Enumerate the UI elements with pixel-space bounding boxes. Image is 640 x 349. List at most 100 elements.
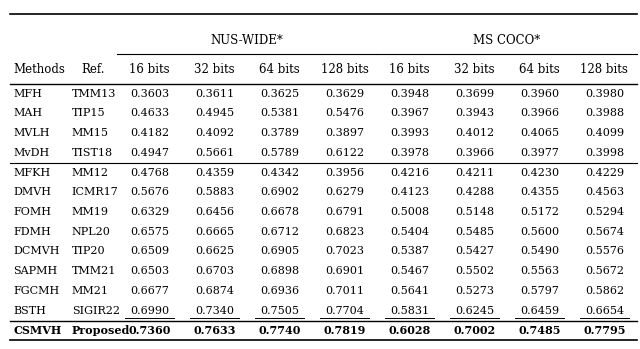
Text: 0.6329: 0.6329 bbox=[130, 207, 169, 217]
Text: 0.3998: 0.3998 bbox=[585, 148, 624, 158]
Text: 0.6901: 0.6901 bbox=[325, 266, 364, 276]
Text: 0.5674: 0.5674 bbox=[585, 227, 624, 237]
Text: 0.5294: 0.5294 bbox=[585, 207, 624, 217]
Text: 0.3960: 0.3960 bbox=[520, 89, 559, 99]
Text: 0.6678: 0.6678 bbox=[260, 207, 299, 217]
Text: 0.5404: 0.5404 bbox=[390, 227, 429, 237]
Text: 0.3699: 0.3699 bbox=[455, 89, 494, 99]
Text: MAH: MAH bbox=[13, 108, 43, 118]
Text: MVLH: MVLH bbox=[13, 128, 50, 138]
Text: 0.4288: 0.4288 bbox=[455, 187, 494, 197]
Text: 0.5672: 0.5672 bbox=[585, 266, 624, 276]
Text: 0.6703: 0.6703 bbox=[195, 266, 234, 276]
Text: 64 bits: 64 bits bbox=[519, 63, 560, 76]
Text: 0.3948: 0.3948 bbox=[390, 89, 429, 99]
Text: 0.7360: 0.7360 bbox=[129, 325, 171, 336]
Text: 0.5172: 0.5172 bbox=[520, 207, 559, 217]
Text: 0.7704: 0.7704 bbox=[325, 306, 364, 316]
Text: 0.4123: 0.4123 bbox=[390, 187, 429, 197]
Text: 0.6905: 0.6905 bbox=[260, 246, 299, 257]
Text: 0.7505: 0.7505 bbox=[260, 306, 299, 316]
Text: 0.5661: 0.5661 bbox=[195, 148, 234, 158]
Text: FGCMH: FGCMH bbox=[13, 286, 60, 296]
Text: 0.7485: 0.7485 bbox=[518, 325, 561, 336]
Text: 0.6902: 0.6902 bbox=[260, 187, 299, 197]
Text: 0.3625: 0.3625 bbox=[260, 89, 299, 99]
Text: 32 bits: 32 bits bbox=[195, 63, 235, 76]
Text: 0.5641: 0.5641 bbox=[390, 286, 429, 296]
Text: FOMH: FOMH bbox=[13, 207, 51, 217]
Text: 0.4012: 0.4012 bbox=[455, 128, 494, 138]
Text: 0.4216: 0.4216 bbox=[390, 168, 429, 178]
Text: MFH: MFH bbox=[13, 89, 42, 99]
Text: FDMH: FDMH bbox=[13, 227, 51, 237]
Text: 0.5008: 0.5008 bbox=[390, 207, 429, 217]
Text: 0.3978: 0.3978 bbox=[390, 148, 429, 158]
Text: 64 bits: 64 bits bbox=[259, 63, 300, 76]
Text: 0.5427: 0.5427 bbox=[455, 246, 494, 257]
Text: 0.4065: 0.4065 bbox=[520, 128, 559, 138]
Text: 0.5476: 0.5476 bbox=[325, 108, 364, 118]
Text: 0.7023: 0.7023 bbox=[325, 246, 364, 257]
Text: 0.6898: 0.6898 bbox=[260, 266, 299, 276]
Text: 0.3956: 0.3956 bbox=[325, 168, 364, 178]
Text: 0.7819: 0.7819 bbox=[323, 325, 365, 336]
Text: 0.5148: 0.5148 bbox=[455, 207, 494, 217]
Text: 0.3977: 0.3977 bbox=[520, 148, 559, 158]
Text: 0.5502: 0.5502 bbox=[455, 266, 494, 276]
Text: 0.3988: 0.3988 bbox=[585, 108, 624, 118]
Text: DMVH: DMVH bbox=[13, 187, 51, 197]
Text: CSMVH: CSMVH bbox=[13, 325, 61, 336]
Text: 0.6575: 0.6575 bbox=[130, 227, 169, 237]
Text: 0.6459: 0.6459 bbox=[520, 306, 559, 316]
Text: 0.3967: 0.3967 bbox=[390, 108, 429, 118]
Text: 0.5387: 0.5387 bbox=[390, 246, 429, 257]
Text: 0.5563: 0.5563 bbox=[520, 266, 559, 276]
Text: 0.4182: 0.4182 bbox=[130, 128, 169, 138]
Text: 0.3897: 0.3897 bbox=[325, 128, 364, 138]
Text: MM15: MM15 bbox=[72, 128, 109, 138]
Text: 0.6990: 0.6990 bbox=[130, 306, 169, 316]
Text: 0.3603: 0.3603 bbox=[130, 89, 169, 99]
Text: 0.4355: 0.4355 bbox=[520, 187, 559, 197]
Text: 0.6823: 0.6823 bbox=[325, 227, 364, 237]
Text: NUS-WIDE*: NUS-WIDE* bbox=[211, 34, 284, 47]
Text: 0.5273: 0.5273 bbox=[455, 286, 494, 296]
Text: 0.6625: 0.6625 bbox=[195, 246, 234, 257]
Text: 0.6936: 0.6936 bbox=[260, 286, 299, 296]
Text: 0.6279: 0.6279 bbox=[325, 187, 364, 197]
Text: 0.4768: 0.4768 bbox=[130, 168, 169, 178]
Text: 16 bits: 16 bits bbox=[129, 63, 170, 76]
Text: 0.5789: 0.5789 bbox=[260, 148, 299, 158]
Text: 0.3966: 0.3966 bbox=[455, 148, 494, 158]
Text: TIST18: TIST18 bbox=[72, 148, 113, 158]
Text: ICMR17: ICMR17 bbox=[72, 187, 118, 197]
Text: 0.7795: 0.7795 bbox=[583, 325, 625, 336]
Text: TMM21: TMM21 bbox=[72, 266, 116, 276]
Text: 0.5600: 0.5600 bbox=[520, 227, 559, 237]
Text: 0.6509: 0.6509 bbox=[130, 246, 169, 257]
Text: SAPMH: SAPMH bbox=[13, 266, 58, 276]
Text: 0.4229: 0.4229 bbox=[585, 168, 624, 178]
Text: 0.6874: 0.6874 bbox=[195, 286, 234, 296]
Text: 0.7740: 0.7740 bbox=[259, 325, 301, 336]
Text: MFKH: MFKH bbox=[13, 168, 51, 178]
Text: 0.5797: 0.5797 bbox=[520, 286, 559, 296]
Text: 0.3629: 0.3629 bbox=[325, 89, 364, 99]
Text: 0.6028: 0.6028 bbox=[388, 325, 431, 336]
Text: TIP15: TIP15 bbox=[72, 108, 106, 118]
Text: 0.6245: 0.6245 bbox=[455, 306, 494, 316]
Text: 0.4633: 0.4633 bbox=[130, 108, 169, 118]
Text: 0.6791: 0.6791 bbox=[325, 207, 364, 217]
Text: Proposed: Proposed bbox=[72, 325, 130, 336]
Text: DCMVH: DCMVH bbox=[13, 246, 60, 257]
Text: MM12: MM12 bbox=[72, 168, 109, 178]
Text: 0.5485: 0.5485 bbox=[455, 227, 494, 237]
Text: 0.4230: 0.4230 bbox=[520, 168, 559, 178]
Text: MM21: MM21 bbox=[72, 286, 109, 296]
Text: 0.4092: 0.4092 bbox=[195, 128, 234, 138]
Text: 128 bits: 128 bits bbox=[580, 63, 628, 76]
Text: NPL20: NPL20 bbox=[72, 227, 111, 237]
Text: 0.6122: 0.6122 bbox=[325, 148, 364, 158]
Text: 0.6503: 0.6503 bbox=[130, 266, 169, 276]
